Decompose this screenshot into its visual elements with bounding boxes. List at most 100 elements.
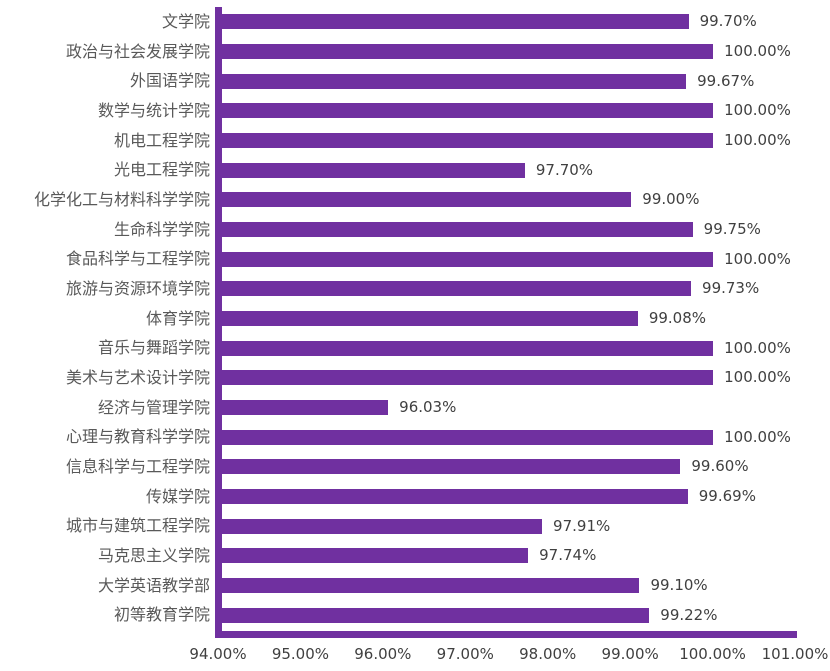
- bar-row: 文学院 99.70%: [0, 7, 830, 37]
- bar: [222, 103, 714, 119]
- value-label: 99.73%: [702, 279, 760, 298]
- value-label: 100.00%: [724, 368, 791, 387]
- x-axis-tick-label: 96.00%: [354, 645, 412, 663]
- x-axis-tick-label: 94.00%: [189, 645, 247, 663]
- category-label: 音乐与舞蹈学院: [97, 338, 210, 358]
- category-axis-line: [215, 7, 222, 638]
- bar-track: 100.00%: [222, 422, 795, 452]
- category-label: 马克思主义学院: [97, 545, 210, 565]
- bar-track: 99.70%: [222, 7, 795, 37]
- bar-row: 初等教育学院 99.22%: [0, 600, 830, 630]
- bar-track: 100.00%: [222, 96, 795, 126]
- value-label: 100.00%: [724, 427, 791, 446]
- value-label: 99.00%: [642, 190, 700, 209]
- value-label: 99.70%: [699, 12, 757, 31]
- bar-track: 99.00%: [222, 185, 795, 215]
- bar-row: 城市与建筑工程学院 97.91%: [0, 511, 830, 541]
- bar-row: 经济与管理学院 96.03%: [0, 393, 830, 423]
- bar-track: 99.08%: [222, 304, 795, 334]
- bar-track: 99.73%: [222, 274, 795, 304]
- category-label: 城市与建筑工程学院: [65, 516, 210, 536]
- bar-row: 化学化工与材料科学学院 99.00%: [0, 185, 830, 215]
- bar-track: 96.03%: [222, 393, 795, 423]
- bar: [222, 459, 681, 475]
- bar: [222, 192, 632, 208]
- category-label: 生命科学学院: [113, 219, 210, 239]
- bar: [222, 340, 714, 356]
- bar-track: 99.60%: [222, 452, 795, 482]
- x-axis-tick-label: 101.00%: [761, 645, 829, 663]
- x-axis-tick-label: 98.00%: [519, 645, 577, 663]
- value-label: 99.60%: [691, 457, 749, 476]
- bar-row: 旅游与资源环境学院 99.73%: [0, 274, 830, 304]
- bar: [222, 370, 714, 386]
- bar-row: 信息科学与工程学院 99.60%: [0, 452, 830, 482]
- bar-track: 99.10%: [222, 571, 795, 601]
- category-label: 心理与教育科学学院: [65, 427, 210, 447]
- bar-row: 马克思主义学院 97.74%: [0, 541, 830, 571]
- category-label: 经济与管理学院: [97, 397, 210, 417]
- value-label: 100.00%: [724, 338, 791, 357]
- category-label: 体育学院: [145, 308, 210, 328]
- value-label: 99.67%: [697, 71, 755, 90]
- value-label: 99.22%: [660, 605, 718, 624]
- bar-row: 心理与教育科学学院 100.00%: [0, 422, 830, 452]
- bar-row: 数学与统计学院 100.00%: [0, 96, 830, 126]
- category-label: 机电工程学院: [113, 130, 210, 150]
- value-label: 100.00%: [724, 131, 791, 150]
- value-label: 99.69%: [698, 487, 756, 506]
- bar-track: 99.67%: [222, 66, 795, 96]
- bar-row: 生命科学学院 99.75%: [0, 215, 830, 245]
- value-label: 100.00%: [724, 101, 791, 120]
- x-axis-tick-label: 100.00%: [679, 645, 746, 663]
- category-label: 传媒学院: [145, 486, 210, 506]
- value-label: 99.10%: [650, 576, 708, 595]
- bar: [222, 44, 714, 59]
- value-label: 99.75%: [703, 220, 761, 239]
- bar: [222, 133, 714, 149]
- category-label: 大学英语教学部: [97, 575, 210, 595]
- category-label: 初等教育学院: [113, 605, 210, 625]
- value-label: 97.91%: [553, 516, 611, 535]
- bar: [222, 162, 525, 178]
- bar-track: 100.00%: [222, 126, 795, 156]
- category-label: 外国语学院: [129, 71, 210, 91]
- value-label: 100.00%: [724, 42, 791, 60]
- x-axis-tick-label: 99.00%: [601, 645, 659, 663]
- value-axis-line: [215, 631, 797, 638]
- bar-track: 99.69%: [222, 482, 795, 512]
- bar-row: 机电工程学院 100.00%: [0, 126, 830, 156]
- category-label: 数学与统计学院: [97, 100, 210, 120]
- bar-row: 体育学院 99.08%: [0, 304, 830, 334]
- bar-row: 大学英语教学部 99.10%: [0, 571, 830, 601]
- bar: [222, 489, 688, 505]
- x-axis-tick-label: 95.00%: [271, 645, 330, 663]
- value-label: 97.70%: [535, 160, 594, 179]
- bar: [222, 281, 692, 297]
- bar-track: 97.91%: [222, 511, 795, 541]
- category-label: 光电工程学院: [113, 160, 210, 180]
- x-axis-tick-labels: 94.00% 95.00% 96.00% 97.00% 98.00% 99.00% 100.…: [189, 645, 828, 667]
- bar: [222, 548, 529, 564]
- bar-track: 100.00%: [222, 333, 795, 363]
- bar: [222, 578, 640, 594]
- bar-row: 音乐与舞蹈学院 100.00%: [0, 333, 830, 363]
- value-label: 99.08%: [648, 309, 707, 328]
- bar-track: 99.75%: [222, 215, 795, 245]
- category-label: 文学院: [161, 11, 210, 31]
- category-label: 旅游与资源环境学院: [65, 278, 210, 298]
- bar-row: 传媒学院 99.69%: [0, 482, 830, 512]
- value-label: 100.00%: [724, 249, 791, 268]
- value-label: 97.74%: [539, 546, 597, 565]
- bar: [222, 14, 689, 30]
- bar-track: 97.70%: [222, 155, 795, 185]
- bar-row: 政治与社会发展学院 100.00%: [0, 37, 830, 67]
- bar-row: 美术与艺术设计学院 100.00%: [0, 363, 830, 393]
- bar: [222, 73, 687, 89]
- bar: [222, 518, 543, 534]
- bar-track: 99.22%: [222, 600, 795, 630]
- bar-row: 外国语学院 99.67%: [0, 66, 830, 96]
- category-label: 信息科学与工程学院: [65, 456, 210, 476]
- category-label: 化学化工与材料科学学院: [33, 189, 210, 209]
- value-label: 96.03%: [399, 398, 457, 417]
